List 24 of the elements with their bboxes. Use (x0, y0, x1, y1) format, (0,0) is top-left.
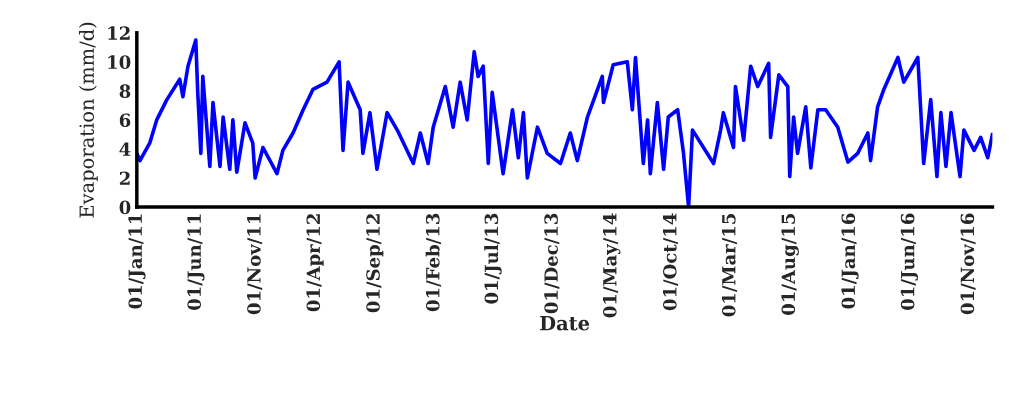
y-tick-label: 12 (108, 26, 130, 40)
y-axis-title: Evaporation (mm/d) (78, 22, 98, 218)
y-tick-label: 10 (108, 55, 131, 69)
y-tick-label: 6 (119, 113, 131, 128)
x-tick-label: 01/Dec/13 (544, 213, 560, 314)
x-tick-label: 01/Jul/13 (484, 213, 502, 304)
x-tick-label: 01/Nov/16 (960, 213, 976, 315)
x-tick-label: 01/Jan/11 (128, 214, 146, 309)
y-tick-label: 2 (119, 171, 130, 185)
x-tick-label: 01/Aug/15 (781, 213, 799, 315)
x-tick-label: 01/Nov/11 (247, 214, 263, 315)
y-tick-label: 4 (119, 142, 131, 156)
y-tick-label: 0 (119, 200, 131, 215)
x-tick-label: 01/Feb/13 (425, 213, 442, 312)
x-tick-label: 01/Jun/11 (187, 214, 205, 310)
x-tick-label: 01/Oct/14 (663, 213, 679, 311)
x-tick-label: 01/Jan/16 (841, 213, 859, 309)
x-axis-title: Date (540, 316, 590, 331)
x-tick-label: 01/Mar/15 (721, 213, 738, 317)
x-tick-label: 01/Apr/12 (306, 214, 324, 312)
y-tick-label: 8 (119, 84, 131, 98)
x-tick-label: 01/May/14 (602, 213, 621, 318)
x-tick-label: 01/Sep/12 (366, 214, 384, 313)
x-tick-label: 01/Jun/16 (900, 213, 918, 310)
